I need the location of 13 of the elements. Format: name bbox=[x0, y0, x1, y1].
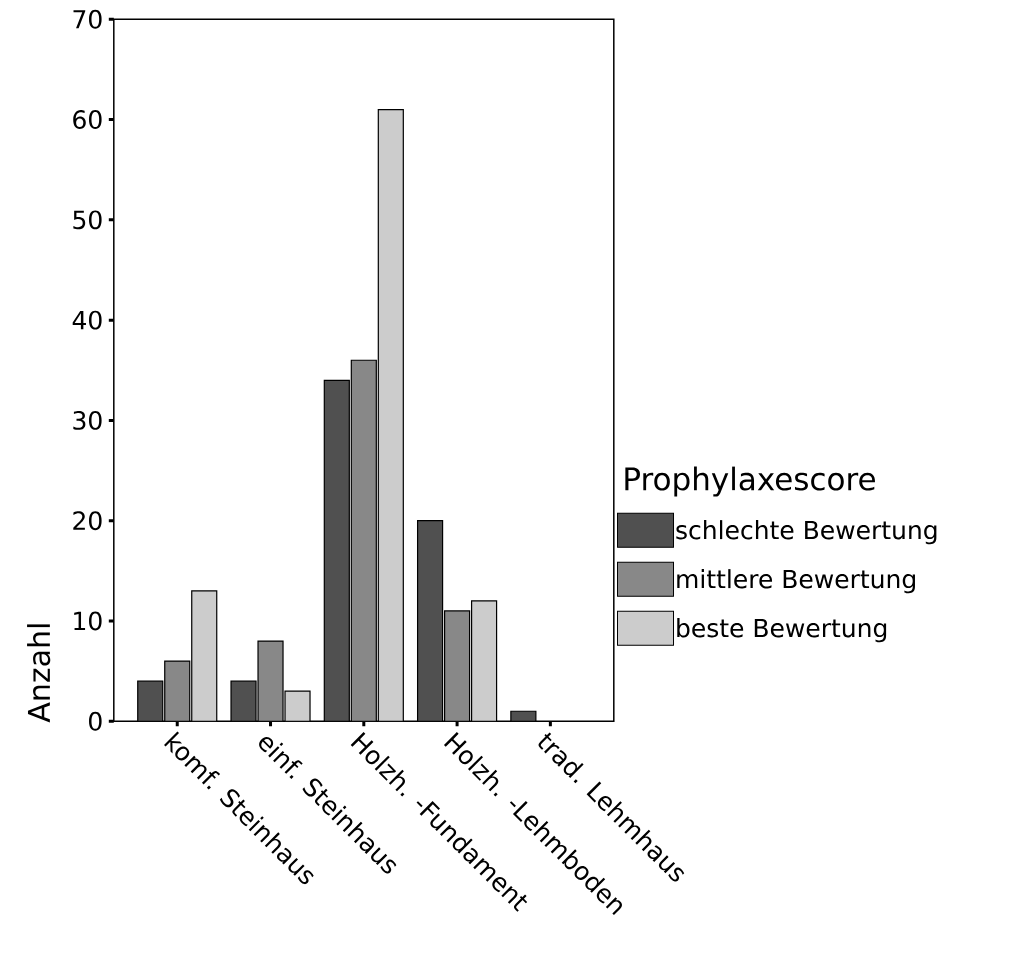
legend-label: mittlere Bewertung bbox=[677, 569, 915, 594]
y-tick-label: 70 bbox=[73, 9, 102, 29]
legend-title: Prophylaxescore bbox=[625, 466, 875, 497]
y-tick-label: 40 bbox=[72, 310, 102, 330]
legend-label: beste Bewertung bbox=[677, 618, 887, 643]
y-tick-label: 20 bbox=[73, 511, 102, 531]
legend-label: schlechte Bewertung bbox=[676, 520, 937, 545]
y-tick-label: 60 bbox=[73, 110, 102, 130]
y-tick-label: 0 bbox=[89, 711, 102, 731]
y-axis-title: Anzahl bbox=[27, 624, 51, 723]
y-tick-label: 10 bbox=[74, 611, 102, 631]
y-tick-label: 30 bbox=[73, 410, 102, 430]
y-tick-label: 50 bbox=[73, 210, 102, 230]
